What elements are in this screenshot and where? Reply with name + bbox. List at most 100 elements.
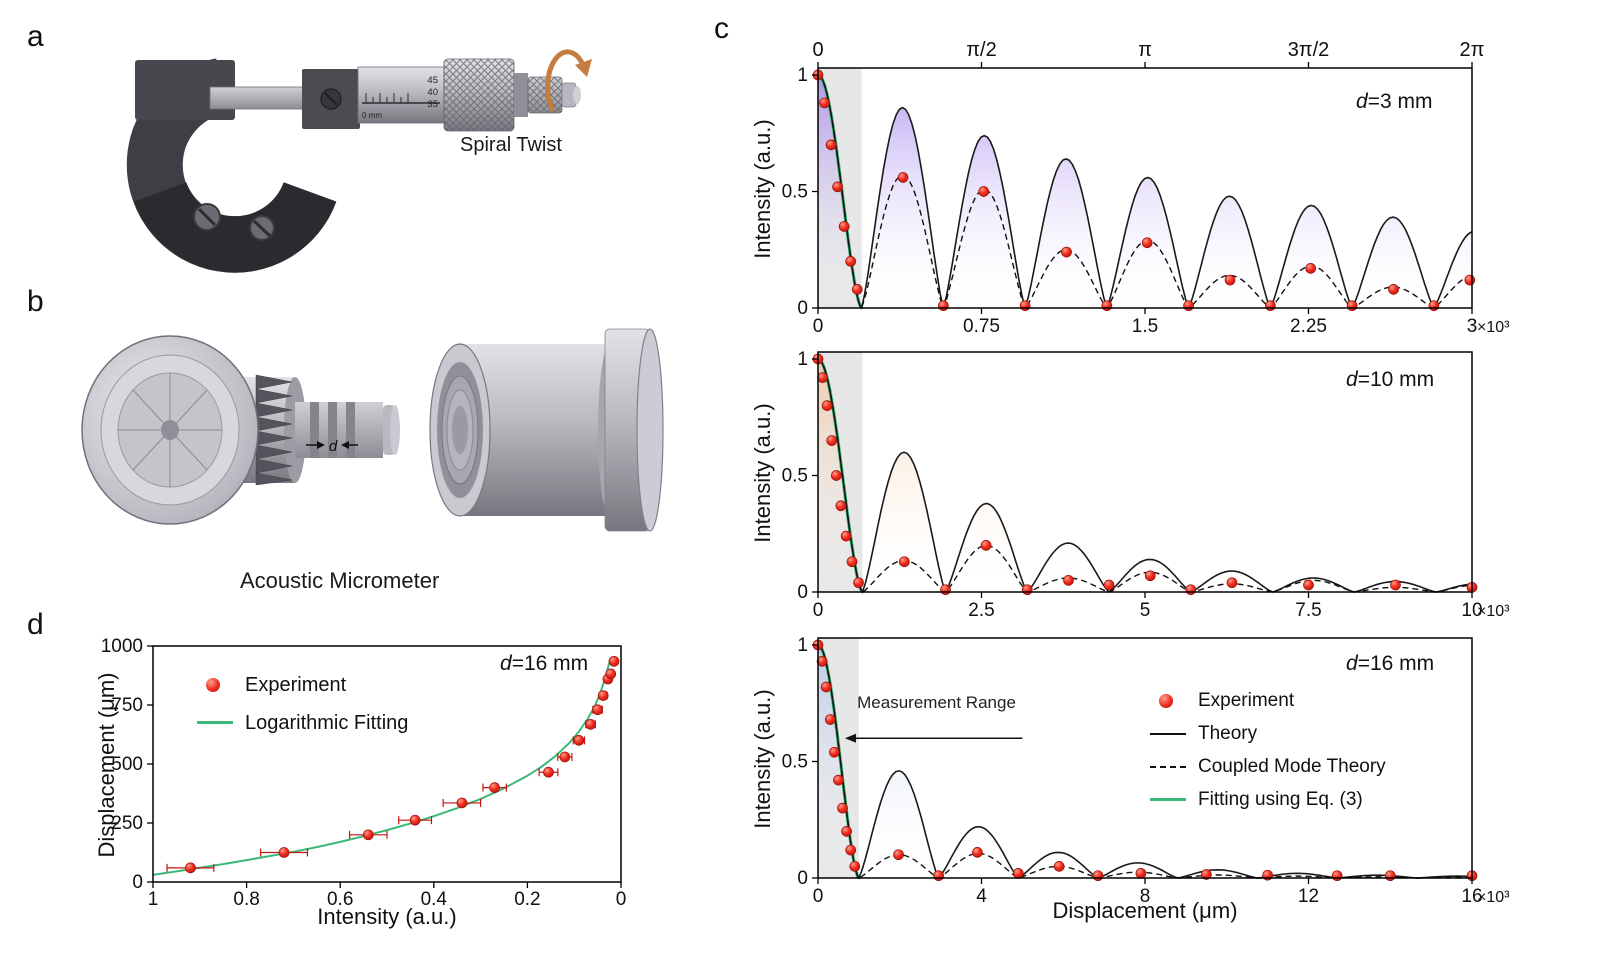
c-xlabel: Displacement (μm) [1052,898,1238,923]
svg-text:0.5: 0.5 [782,751,808,772]
legend-marker-solid-icon [1150,726,1186,742]
d-annotation-rest: =16 mm [511,652,589,675]
svg-text:250: 250 [111,813,143,834]
micrometer-thimble [443,58,581,132]
svg-text:0: 0 [812,39,823,61]
svg-text:10: 10 [1461,600,1482,621]
legend-marker-green-icon [197,715,233,731]
sleeve-mark-35: 35 [427,99,438,110]
micrometer-illustration: 45 40 35 0 mm [126,49,592,273]
svg-text:0: 0 [797,298,808,319]
panel-d-letter: d [27,608,44,641]
c2-ylabel: Intensity (a.u.) [750,403,775,543]
svg-text:3π/2: 3π/2 [1288,39,1330,61]
svg-text:0: 0 [813,600,824,621]
svg-text:5: 5 [1140,600,1151,621]
chart-d16mm: 0 4 8 12 16 1 0.5 0 ×10³ Measurement Range [782,635,1511,907]
legend-item-fitting-using-eq-3-: Fitting using Eq. (3) [1150,783,1386,816]
legend-marker-dot-icon [1150,693,1186,709]
legend-marker-dot-icon [197,677,233,693]
sleeve-mark-45: 45 [427,75,438,86]
spiral-twist-arrow-icon [545,49,592,112]
svg-text:π/2: π/2 [966,39,996,61]
legend-label: Experiment [245,673,347,696]
svg-text:1: 1 [797,349,808,370]
panel-a-letter: a [27,20,44,53]
svg-text:3: 3 [1467,316,1478,337]
chart-d3mm: 0 0.75 1.5 2.25 310.500 π/2 π 3π/2 2π×10³ [782,39,1511,337]
c1-annotation-rest: =3 mm [1367,90,1433,113]
c3-legend: Experiment Theory Coupled Mode Theory Fitti… [1150,684,1386,816]
svg-text:2.25: 2.25 [1290,316,1327,337]
c2-annotation: d=10 mm [1346,368,1434,392]
svg-text:0: 0 [813,886,824,907]
micrometer-sleeve: 45 40 35 0 mm [357,66,445,124]
legend-item-experiment: Experiment [197,666,408,704]
svg-text:π: π [1138,39,1152,61]
acoustic-micrometer-label: Acoustic Micrometer [240,568,440,593]
svg-text:4: 4 [976,886,987,907]
c1-annotation-var: d [1356,90,1368,113]
svg-text:16: 16 [1461,886,1482,907]
legend-item-coupled-mode-theory: Coupled Mode Theory [1150,750,1386,783]
svg-text:Measurement Range: Measurement Range [857,693,1016,712]
micrometer-frame [126,58,337,273]
d-annotation: d=16 mm [500,652,588,676]
svg-text:×10³: ×10³ [1477,603,1510,620]
svg-text:1.5: 1.5 [1132,316,1158,337]
svg-text:1000: 1000 [101,636,143,657]
svg-text:0.5: 0.5 [782,465,808,486]
svg-text:0: 0 [797,868,808,889]
svg-text:×10³: ×10³ [1477,889,1510,906]
c2-annotation-var: d [1346,368,1358,391]
legend-label: Fitting using Eq. (3) [1198,788,1363,810]
svg-text:0.8: 0.8 [233,889,259,910]
c3-annotation: d=16 mm [1346,652,1434,676]
legend-label: Theory [1198,722,1258,744]
svg-text:1: 1 [148,889,159,910]
svg-text:0: 0 [813,316,824,337]
acoustic-micrometer-illustration: d [81,328,664,532]
svg-text:×10³: ×10³ [1477,319,1510,336]
svg-text:0.5: 0.5 [782,181,808,202]
sleeve-mark-40: 40 [427,87,438,98]
chart-calibration: 1 0.8 0.6 0.4 0.2 0 0 250 500 750 1000 [101,636,627,910]
d-xlabel: Intensity (a.u.) [317,904,457,929]
micrometer-spindle [209,69,360,129]
panel-c-letter: c [714,12,729,45]
c2-annotation-rest: =10 mm [1357,368,1435,391]
svg-text:7.5: 7.5 [1295,600,1321,621]
svg-text:12: 12 [1298,886,1319,907]
acoustic-right-part [429,328,664,532]
svg-text:1: 1 [797,65,808,86]
chart-d10mm: 0 2.5 5 7.5 10 1 0.5 0 ×10³ [782,349,1511,621]
legend-item-logarithmic-fitting: Logarithmic Fitting [197,704,408,742]
legend-label: Logarithmic Fitting [245,711,409,734]
c1-ylabel: Intensity (a.u.) [750,119,775,259]
svg-text:750: 750 [111,695,143,716]
legend-label: Coupled Mode Theory [1198,755,1386,777]
svg-text:8: 8 [1140,886,1151,907]
c3-ylabel: Intensity (a.u.) [750,689,775,829]
d-legend: Experiment Logarithmic Fitting [197,666,408,742]
legend-marker-green-icon [1150,792,1186,808]
legend-label: Experiment [1198,689,1295,711]
svg-text:2π: 2π [1460,39,1485,61]
svg-text:0.2: 0.2 [514,889,540,910]
c3-annotation-var: d [1346,652,1358,675]
sleeve-unit-label: 0 mm [362,111,382,120]
legend-item-experiment: Experiment [1150,684,1386,717]
c1-annotation: d=3 mm [1356,90,1432,114]
svg-text:0: 0 [616,889,627,910]
svg-text:0: 0 [797,582,808,603]
svg-text:1: 1 [797,635,808,656]
legend-item-theory: Theory [1150,717,1386,750]
c3-annotation-rest: =16 mm [1357,652,1435,675]
svg-text:0.6: 0.6 [327,889,353,910]
gap-annotation: d [306,438,358,455]
svg-text:0.75: 0.75 [963,316,1000,337]
svg-text:2.5: 2.5 [968,600,994,621]
d-ylabel: Displacement (μm) [94,672,119,858]
spiral-twist-label: Spiral Twist [460,134,562,156]
